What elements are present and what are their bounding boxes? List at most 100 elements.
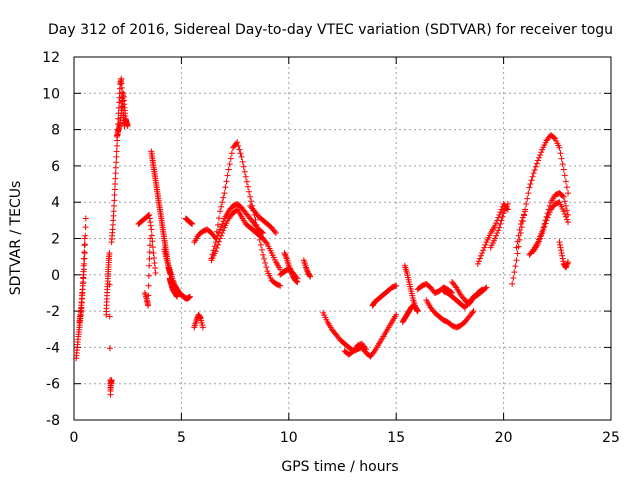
data-point [81,235,88,242]
data-point [538,232,545,239]
data-point [545,211,552,218]
data-point [222,184,229,191]
data-point [546,209,553,216]
data-point [218,203,225,210]
data-point [220,218,227,225]
data-point [303,265,310,272]
data-point [260,251,267,258]
data-point [532,163,539,170]
data-point [476,255,483,262]
data-point [537,235,544,242]
data-point [199,324,206,331]
x-tick-label: 5 [177,430,186,446]
data-point [527,181,534,188]
data-point [475,258,482,265]
series-arc-35 [556,239,572,271]
data-point [557,244,564,251]
data-point [257,241,264,248]
data-point [492,222,499,229]
data-point [147,219,154,226]
series-arc-28 [440,284,490,311]
data-point [112,181,119,188]
data-point [262,260,269,267]
data-point [146,242,153,249]
data-point [533,160,540,167]
data-point [469,309,476,316]
data-point [197,314,204,321]
series-arc-08 [141,235,154,309]
data-point [563,184,570,191]
data-point [558,250,565,257]
data-point [478,287,485,294]
data-point [111,186,118,193]
data-point [525,190,532,197]
data-point [277,282,284,289]
data-point [536,238,543,245]
data-point [174,293,181,300]
data-point [561,172,568,179]
series-arc-34 [530,199,572,255]
series-arc-36 [513,208,529,251]
y-axis-title: SDTVAR / TECUs [8,181,24,296]
y-tick-label: -8 [46,413,60,429]
data-point [152,264,159,271]
data-point [217,226,224,233]
tick-labels-layer: 0 5 10 15 20 25 -8 -6 -4 -2 0 2 4 6 8 10 12 [42,50,620,446]
data-point [495,227,502,234]
data-point [482,241,489,248]
data-point [145,282,152,289]
data-point [221,190,228,197]
data-point [80,271,87,278]
data-point [150,250,157,257]
data-point [223,178,230,185]
series-arc-25 [399,302,421,325]
data-point [147,235,154,242]
data-point [283,254,290,261]
data-point [81,249,88,256]
y-tick-label: 10 [42,86,60,102]
data-point [82,241,89,248]
data-point [551,134,558,141]
data-point [480,247,487,254]
data-point [558,247,565,254]
data-point [513,257,520,264]
data-point [217,208,224,215]
data-point [493,220,500,227]
data-point [481,244,488,251]
data-point [81,242,88,249]
data-point [258,229,265,236]
data-point [526,184,533,191]
data-point [498,217,505,224]
data-point [517,220,524,227]
data-point [307,273,314,280]
y-tick-label: 6 [51,159,60,175]
x-axis-title: GPS time / hours [281,459,398,475]
data-point [263,239,270,246]
data-point [556,144,563,151]
data-point [113,153,120,160]
data-point [561,210,568,217]
series-arc-14 [191,139,284,289]
data-point [306,272,313,279]
data-point [247,193,254,200]
data-point [536,154,543,161]
series-arc-29 [449,279,486,307]
series-arc-16 [208,201,267,262]
data-point [524,195,531,202]
data-point [258,246,265,253]
data-point [106,313,113,320]
data-point [559,255,566,262]
chart-title: Day 312 of 2016, Sidereal Day-to-day VTE… [48,22,613,38]
data-point [240,163,247,170]
series-arc-04 [107,377,115,394]
data-point [261,255,268,262]
data-point [474,260,481,267]
data-point [146,262,153,269]
data-point [111,197,118,204]
data-point [112,164,119,171]
data-point [219,199,226,206]
data-point [483,284,490,291]
data-point [113,142,120,149]
data-point [543,217,550,224]
